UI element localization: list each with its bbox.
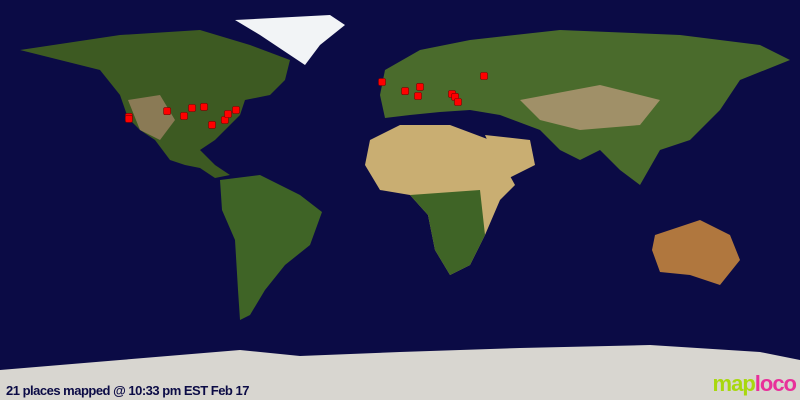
place-marker[interactable] (125, 115, 133, 123)
africa-central (410, 190, 485, 275)
antarctica (0, 345, 800, 400)
place-marker[interactable] (480, 72, 488, 80)
places-mapped-caption: 21 places mapped @ 10:33 pm EST Feb 17 (6, 383, 249, 398)
australia (652, 220, 740, 285)
place-marker[interactable] (163, 107, 171, 115)
place-marker[interactable] (188, 104, 196, 112)
logo-loco: loco (754, 371, 797, 396)
place-marker[interactable] (454, 98, 462, 106)
place-marker[interactable] (232, 106, 240, 114)
arabia (485, 135, 535, 180)
continents (0, 15, 800, 400)
place-marker[interactable] (200, 103, 208, 111)
place-marker[interactable] (401, 87, 409, 95)
south-america (220, 175, 322, 320)
place-marker[interactable] (378, 78, 386, 86)
place-marker[interactable] (414, 92, 422, 100)
asia-interior (520, 85, 660, 130)
logo-map: map (712, 371, 756, 396)
place-marker[interactable] (180, 112, 188, 120)
place-marker[interactable] (224, 110, 232, 118)
place-marker[interactable] (208, 121, 216, 129)
greenland (235, 15, 345, 65)
place-marker[interactable] (416, 83, 424, 91)
maploco-logo[interactable]: maploco (712, 371, 797, 397)
markers (125, 72, 488, 129)
north-america-west (128, 95, 175, 140)
